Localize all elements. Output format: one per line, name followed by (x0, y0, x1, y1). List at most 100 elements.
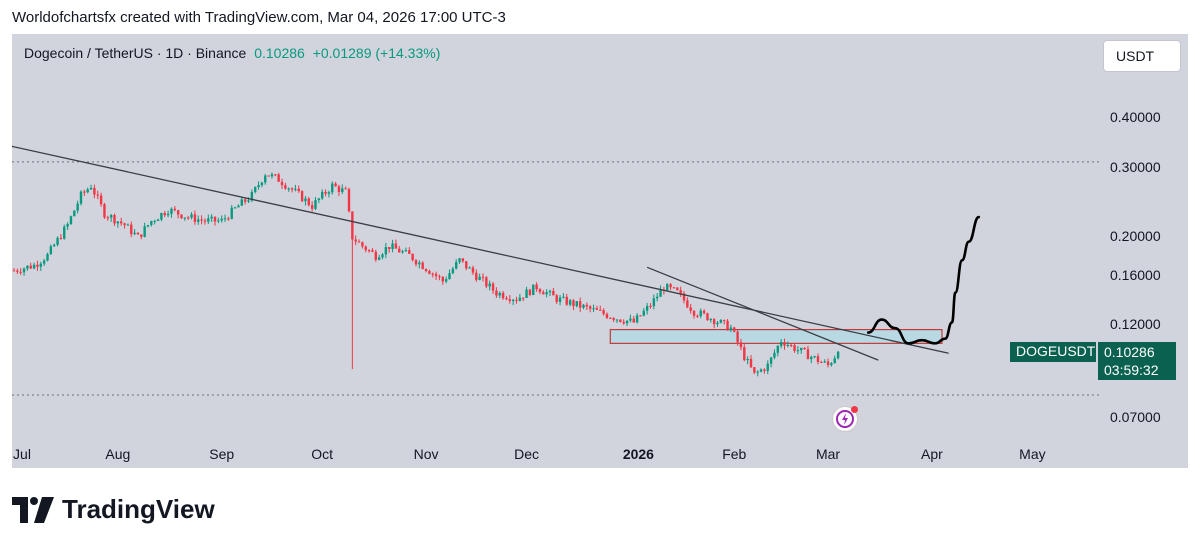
candle-body (723, 319, 726, 321)
candle-body (441, 277, 444, 282)
candle-body (170, 208, 173, 214)
candle-body (699, 310, 702, 317)
candle-body (532, 284, 535, 295)
candle-body (733, 327, 736, 332)
candle-body (394, 243, 398, 249)
x-tick-label: Dec (514, 446, 539, 462)
candle-body (702, 310, 706, 314)
candle-body (712, 319, 716, 325)
candle-body (116, 221, 120, 224)
candle-body (833, 358, 836, 364)
candle-body (150, 221, 153, 226)
candle-body (545, 292, 548, 295)
candle-body (719, 319, 723, 323)
candle-body (552, 290, 555, 296)
candle-body (783, 342, 786, 346)
candle-body (93, 187, 96, 195)
currency-button[interactable]: USDT (1103, 40, 1181, 72)
candle-body (280, 181, 284, 186)
candle-body (230, 207, 233, 219)
candle-body (692, 310, 696, 316)
candle-body (66, 223, 69, 227)
candle-body (99, 195, 103, 205)
candle-body (404, 250, 408, 252)
candle-body (89, 187, 93, 190)
candle-body (495, 290, 498, 296)
candle-body (421, 262, 424, 269)
candle-body (331, 183, 334, 193)
y-tick-label: 0.16000 (1110, 266, 1161, 283)
candle-body (160, 213, 163, 220)
candle-body (538, 289, 542, 293)
candle-body (307, 198, 310, 206)
last-price: 0.10286 (254, 45, 305, 61)
y-tick-label: 0.07000 (1110, 409, 1161, 425)
candle-body (743, 347, 746, 361)
candle-body (558, 297, 562, 302)
candle-body (374, 251, 377, 260)
trendline-0[interactable] (0, 127, 949, 354)
candle-body (96, 194, 99, 196)
candle-body (813, 356, 816, 358)
candle-body (679, 290, 682, 294)
candle-body (207, 218, 210, 222)
candle-body (133, 232, 136, 235)
candle-body (163, 213, 166, 216)
candle-body (736, 331, 739, 343)
candle-body (284, 185, 287, 189)
projection-path[interactable] (866, 215, 981, 345)
candle-body (22, 268, 26, 273)
candle-body (753, 367, 756, 373)
candle-body (260, 182, 264, 186)
x-tick-label: Oct (311, 446, 334, 462)
candle-body (113, 215, 116, 224)
candle-body (501, 292, 505, 299)
candle-body (605, 313, 609, 318)
x-tick-label: Mar (815, 446, 841, 462)
price-tag: 0.10286 03:59:32 (1098, 342, 1176, 380)
candle-body (682, 293, 686, 301)
candle-body (364, 246, 367, 251)
candle-body (565, 296, 568, 305)
symbol-name: Dogecoin / TetherUS · 1D · Binance (24, 45, 247, 61)
candle-body (203, 220, 207, 222)
candle-body (334, 183, 337, 187)
candle-body (488, 283, 491, 287)
candle-body (438, 276, 441, 278)
candle-body (793, 345, 796, 352)
trendline-1[interactable] (646, 266, 879, 361)
candle-body (317, 198, 321, 201)
candle-body (190, 214, 193, 218)
candle-body (609, 317, 612, 319)
candle-body (103, 204, 106, 218)
notification-dot (851, 406, 858, 413)
candle-body (625, 320, 629, 324)
candle-body (578, 301, 582, 308)
candle-body (240, 199, 243, 206)
candle-body (367, 250, 371, 252)
candle-body (337, 186, 341, 193)
candle-body (398, 248, 401, 253)
candle-body (649, 305, 652, 307)
candle-body (354, 239, 357, 242)
candle-body (689, 307, 692, 311)
candle-body (468, 267, 471, 269)
candle-body (109, 215, 113, 218)
candle-body (836, 351, 840, 359)
chart-pane[interactable] (12, 34, 1100, 468)
candle-body (274, 174, 277, 176)
candle-body (46, 253, 49, 261)
candle-body (475, 272, 478, 280)
candle-body (639, 315, 642, 317)
x-tick-label: Jul (13, 446, 31, 462)
candle-body (123, 223, 126, 226)
symbol-legend: Dogecoin / TetherUS · 1D · Binance 0.102… (24, 45, 440, 61)
candle-body (300, 191, 304, 202)
x-tick-label: Aug (105, 446, 131, 462)
candle-body (528, 289, 532, 295)
candle-body (143, 226, 146, 237)
candle-body (505, 298, 508, 300)
candle-body (820, 361, 823, 363)
price-axis[interactable] (1100, 34, 1188, 468)
candle-body (428, 271, 431, 274)
